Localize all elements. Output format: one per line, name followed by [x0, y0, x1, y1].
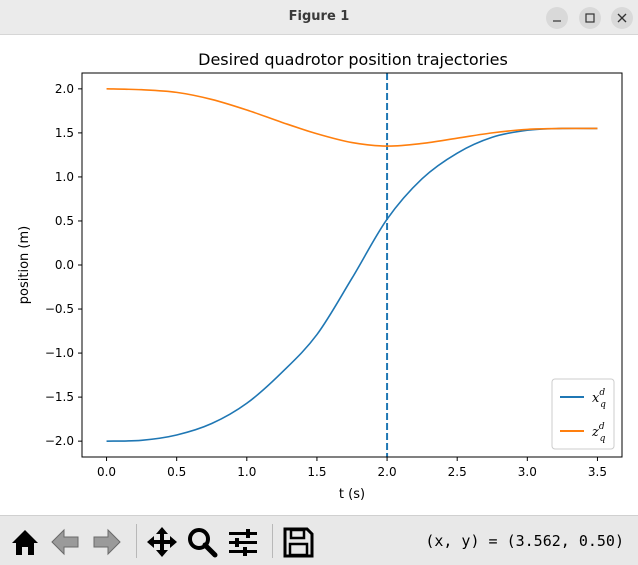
y-tick-label: −2.0 — [45, 434, 74, 448]
series-line-z — [107, 89, 598, 146]
save-icon — [281, 525, 315, 559]
zoom-icon — [185, 525, 219, 559]
x-tick-label: 0.5 — [167, 465, 186, 479]
axes-frame — [82, 73, 622, 457]
y-tick-label: 0.0 — [55, 258, 74, 272]
home-icon — [8, 525, 42, 559]
save-button[interactable] — [281, 525, 315, 559]
y-tick-label: 1.0 — [55, 170, 74, 184]
x-tick-label: 3.0 — [518, 465, 537, 479]
navigation-toolbar: (x, y) = (3.562, 0.50) — [0, 515, 638, 565]
line-chart: Desired quadrotor position trajectories … — [0, 35, 638, 515]
cursor-coordinates: (x, y) = (3.562, 0.50) — [425, 532, 624, 550]
y-axis-label: position (m) — [17, 226, 32, 304]
chart-title: Desired quadrotor position trajectories — [198, 50, 508, 69]
y-tick-label: −0.5 — [45, 302, 74, 316]
window-title: Figure 1 — [0, 9, 638, 24]
x-tick-label: 2.0 — [378, 465, 397, 479]
toolbar-separator — [136, 524, 137, 558]
legend: xd qzd q — [552, 379, 614, 449]
y-tick-label: −1.5 — [45, 390, 74, 404]
pan-icon — [145, 525, 179, 559]
minimize-button[interactable] — [546, 7, 568, 29]
maximize-icon — [579, 7, 601, 29]
toolbar-separator — [272, 524, 273, 558]
y-tick-label: 0.5 — [55, 214, 74, 228]
y-tick-label: 1.5 — [55, 126, 74, 140]
close-icon — [611, 7, 633, 29]
y-tick-label: 2.0 — [55, 82, 74, 96]
configure-subplots-button[interactable] — [226, 525, 260, 559]
configure-subplots-icon — [226, 525, 260, 559]
forward-arrow-icon — [90, 525, 124, 559]
back-arrow-icon — [48, 525, 82, 559]
maximize-button[interactable] — [579, 7, 601, 29]
pan-button[interactable] — [145, 525, 179, 559]
x-tick-label: 2.5 — [448, 465, 467, 479]
minimize-icon — [546, 7, 568, 29]
home-button[interactable] — [8, 525, 42, 559]
x-tick-label: 1.0 — [237, 465, 256, 479]
x-axis-label: t (s) — [339, 487, 365, 502]
close-button[interactable] — [611, 7, 633, 29]
title-bar: Figure 1 — [0, 0, 638, 35]
x-tick-label: 0.0 — [97, 465, 116, 479]
figure-canvas[interactable]: Desired quadrotor position trajectories … — [0, 35, 638, 515]
forward-button[interactable] — [90, 525, 124, 559]
x-tick-label: 3.5 — [588, 465, 607, 479]
back-button[interactable] — [48, 525, 82, 559]
series-line-x — [107, 128, 598, 441]
zoom-button[interactable] — [185, 525, 219, 559]
y-tick-label: −1.0 — [45, 346, 74, 360]
x-tick-label: 1.5 — [307, 465, 326, 479]
